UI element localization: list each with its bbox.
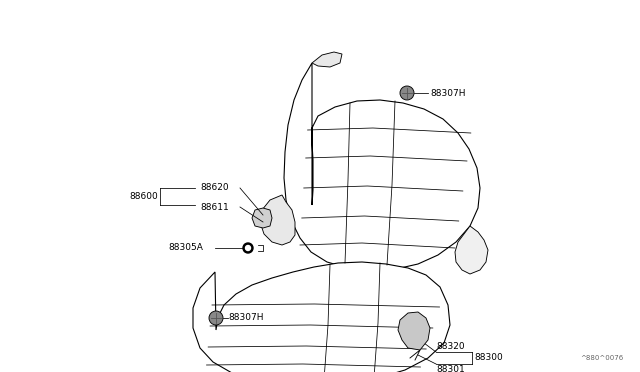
Polygon shape — [312, 52, 342, 67]
Polygon shape — [455, 226, 488, 274]
Text: 88307H: 88307H — [228, 314, 264, 323]
Polygon shape — [252, 208, 272, 228]
Polygon shape — [398, 312, 430, 350]
Polygon shape — [284, 63, 480, 270]
Text: 88611: 88611 — [200, 202, 228, 212]
Text: ^880^0076: ^880^0076 — [580, 355, 623, 361]
Text: 88620: 88620 — [200, 183, 228, 192]
Text: 88301: 88301 — [436, 365, 465, 372]
Circle shape — [246, 246, 250, 250]
Text: 88320: 88320 — [436, 342, 465, 351]
Polygon shape — [260, 195, 295, 245]
Circle shape — [209, 311, 223, 325]
Polygon shape — [193, 262, 450, 372]
Text: 88300: 88300 — [474, 353, 503, 362]
Text: 88600: 88600 — [129, 192, 158, 201]
Text: 88307H: 88307H — [430, 89, 465, 97]
Circle shape — [243, 243, 253, 253]
Circle shape — [400, 86, 414, 100]
Text: 88305A: 88305A — [168, 244, 203, 253]
